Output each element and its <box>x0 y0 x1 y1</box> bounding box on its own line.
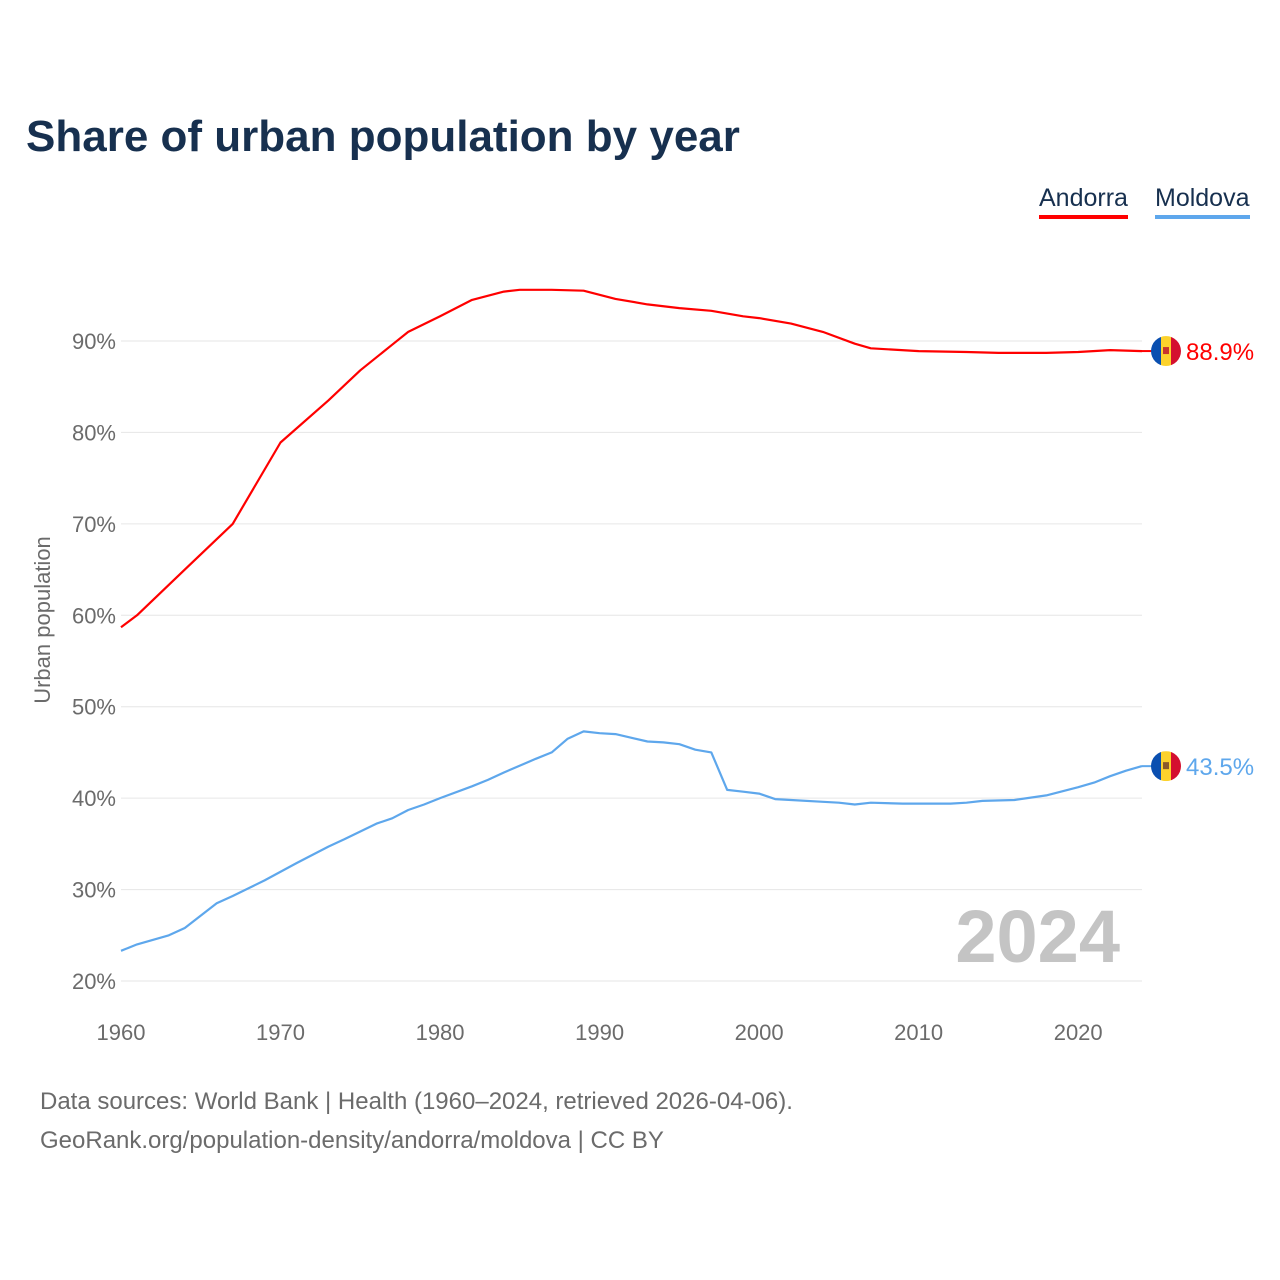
y-tick-label: 50% <box>72 695 116 720</box>
end-value-label-andorra: 88.9% <box>1186 339 1254 366</box>
chart-title: Share of urban population by year <box>26 112 740 161</box>
footer-sources: Data sources: World Bank | Health (1960–… <box>40 1088 793 1115</box>
y-tick-label: 90% <box>72 329 116 354</box>
footer-link[interactable]: GeoRank.org/population-density/andorra/m… <box>40 1127 664 1154</box>
y-axis-label: Urban population <box>30 536 55 704</box>
end-value-label-moldova: 43.5% <box>1186 754 1254 781</box>
year-watermark: 2024 <box>955 895 1120 978</box>
x-tick-label: 2010 <box>894 1020 943 1045</box>
y-tick-label: 20% <box>72 969 116 994</box>
x-tick-label: 1990 <box>575 1020 624 1045</box>
y-tick-label: 30% <box>72 878 116 903</box>
y-tick-label: 80% <box>72 420 116 445</box>
x-tick-label: 1980 <box>416 1020 465 1045</box>
x-tick-label: 1960 <box>97 1020 146 1045</box>
y-tick-label: 70% <box>72 512 116 537</box>
x-tick-label: 2000 <box>735 1020 784 1045</box>
legend-moldova[interactable]: Moldova <box>1155 184 1250 219</box>
y-tick-label: 40% <box>72 786 116 811</box>
flag-moldova-icon <box>1151 751 1181 782</box>
y-tick-label: 60% <box>72 603 116 628</box>
x-tick-label: 2020 <box>1054 1020 1103 1045</box>
legend-andorra[interactable]: Andorra <box>1039 184 1128 219</box>
series-line-andorra <box>120 288 1143 629</box>
x-tick-label: 1970 <box>256 1020 305 1045</box>
series-line-moldova <box>120 730 1143 952</box>
flag-andorra-icon <box>1151 336 1181 367</box>
